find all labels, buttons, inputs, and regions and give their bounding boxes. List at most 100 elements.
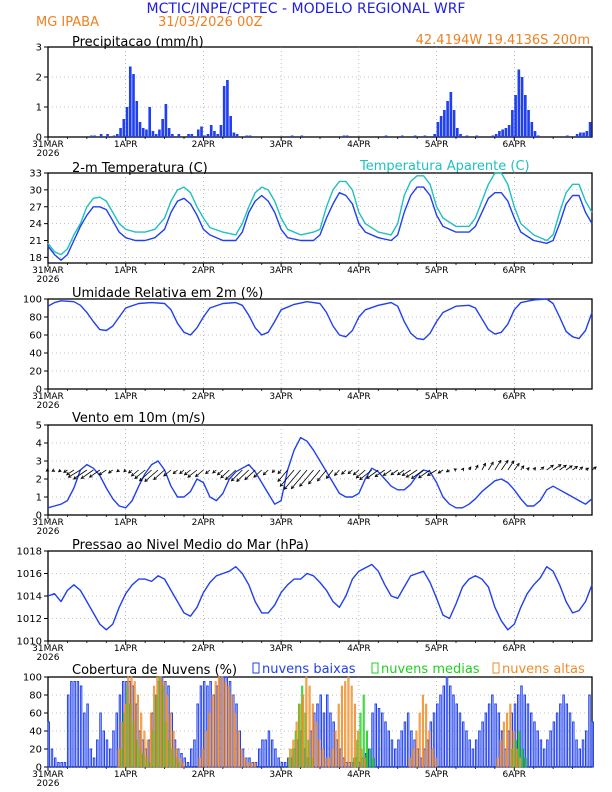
- cloud-bar-nuvens-altas: [120, 721, 123, 768]
- cloud-bar-nuvens-baixas: [280, 762, 284, 768]
- wind-barb-head: [352, 471, 357, 476]
- cloud-bar-nuvens-baixas: [539, 739, 543, 768]
- rh-line: [47, 298, 593, 341]
- rh-ytick-label: 60: [29, 331, 42, 342]
- clouds-title: Cobertura de Nuvens (%): [72, 663, 237, 678]
- precip-xtick-label: 31MAR: [32, 140, 64, 150]
- wind-barb-head: [216, 471, 221, 476]
- cloud-bar-nuvens-altas: [327, 757, 331, 768]
- cloud-bar-nuvens-altas: [350, 685, 353, 768]
- cloud-bar-nuvens-baixas: [481, 721, 484, 768]
- temp-xtick-label: 2APR: [192, 266, 216, 276]
- cloud-bar-nuvens-altas: [357, 730, 360, 768]
- wind-barb-head: [593, 466, 597, 470]
- precip-bar: [196, 129, 200, 137]
- wind-barb: [317, 469, 327, 482]
- cloud-bar-nuvens-baixas: [47, 721, 50, 768]
- precip-bar: [177, 134, 181, 137]
- cloud-bar-nuvens-baixas: [542, 748, 546, 768]
- cloud-bar-nuvens-baixas: [66, 694, 70, 768]
- precip-bar: [151, 131, 155, 137]
- precip-bar: [148, 107, 152, 137]
- cloud-bar-nuvens-altas: [340, 685, 343, 768]
- rh-ytick-label: 0: [36, 385, 42, 396]
- wind-barb: [438, 469, 444, 474]
- temp-xtick-label: 31MAR: [32, 266, 64, 276]
- wind-barb: [308, 469, 321, 485]
- cloud-bar-nuvens-altas: [434, 757, 437, 768]
- wind-barb-head: [532, 466, 536, 471]
- precip-bar: [413, 135, 417, 137]
- cloud-bar-nuvens-altas: [421, 694, 424, 768]
- cloud-bar-nuvens-baixas: [555, 712, 559, 768]
- wind-barb: [326, 469, 334, 479]
- cloud-bar-nuvens-medias: [524, 757, 527, 768]
- cloud-bar-nuvens-baixas: [533, 721, 536, 768]
- cloud-bar-nuvens-altas: [179, 757, 182, 768]
- cloud-bar-nuvens-baixas: [277, 757, 280, 768]
- cloud-bar-nuvens-baixas: [581, 739, 585, 768]
- cloud-bar-nuvens-baixas: [461, 721, 465, 768]
- wind-barb: [572, 466, 578, 471]
- cloud-bar-nuvens-altas: [502, 721, 505, 768]
- cloud-bar-nuvens-baixas: [491, 694, 494, 768]
- wind-barb-head: [460, 467, 465, 472]
- temp-xtick-label: 3APR: [269, 266, 293, 276]
- wind-barb: [81, 469, 94, 479]
- wind-barb-head: [253, 474, 257, 478]
- wind-barb: [284, 469, 301, 490]
- cloud-bar-nuvens-baixas: [86, 703, 89, 768]
- wind-barb-head: [396, 471, 401, 476]
- cloud-bar-nuvens-baixas: [465, 730, 468, 768]
- cloud-bar-nuvens-baixas: [102, 730, 106, 768]
- header-run: 31/03/2026 00Z: [158, 15, 263, 30]
- cloud-bar-nuvens-baixas: [319, 694, 322, 768]
- wind-barb-head: [88, 474, 93, 478]
- precip-bar: [501, 129, 504, 137]
- cloud-bar-nuvens-baixas: [384, 721, 387, 768]
- precip-bar: [90, 135, 93, 137]
- cloud-bar-nuvens-medias: [365, 730, 368, 768]
- precip-bar: [459, 134, 462, 137]
- cloud-bar-nuvens-baixas: [549, 730, 552, 768]
- wind-barb: [244, 469, 256, 480]
- cloud-bar-nuvens-baixas: [591, 721, 594, 768]
- precip-bar: [216, 134, 220, 137]
- wind-barb: [131, 469, 139, 477]
- cloud-bar-nuvens-baixas: [452, 694, 455, 768]
- precip-bar: [187, 134, 190, 137]
- precip-title: Precipitacao (mm/h): [72, 35, 204, 50]
- wind-barb-head: [116, 468, 120, 473]
- wind-barb-head: [153, 476, 157, 481]
- pressure-xtick-label: 6APR: [502, 644, 526, 654]
- wind-barb: [411, 469, 424, 479]
- cloud-bar-nuvens-altas: [415, 730, 418, 768]
- wind-barb-head: [374, 473, 379, 478]
- wind-barb: [481, 463, 486, 471]
- rh-ytick-label: 100: [23, 295, 42, 306]
- wind-barb: [334, 469, 340, 476]
- wind-barb: [163, 469, 172, 477]
- wind-barb-head: [308, 480, 312, 485]
- wind-barb-head: [347, 470, 352, 475]
- wind-barb-head: [401, 472, 406, 476]
- wind-barb-head: [172, 470, 177, 475]
- precip-bar: [226, 80, 229, 137]
- cloud-bar-nuvens-baixas: [449, 685, 452, 768]
- wind-barb-head: [205, 470, 209, 475]
- precip-bar: [588, 122, 592, 137]
- cloud-bar-nuvens-altas: [237, 730, 240, 768]
- cloud-bar-nuvens-baixas: [63, 762, 67, 768]
- cloud-bar-nuvens-baixas: [264, 739, 267, 768]
- precip-bar: [520, 77, 524, 137]
- wind-barb: [220, 469, 230, 479]
- cloud-bar-nuvens-altas: [499, 739, 502, 768]
- precip-xtick-label: 1APR: [114, 140, 138, 150]
- cloud-bar-nuvens-baixas: [186, 762, 190, 768]
- precip-bar: [384, 135, 388, 137]
- precip-bar: [158, 129, 161, 137]
- wind-barb-head: [325, 475, 330, 480]
- wind-barb-head: [410, 475, 415, 479]
- pressure-line: [47, 563, 593, 631]
- clouds-ytick-label: 20: [29, 745, 42, 756]
